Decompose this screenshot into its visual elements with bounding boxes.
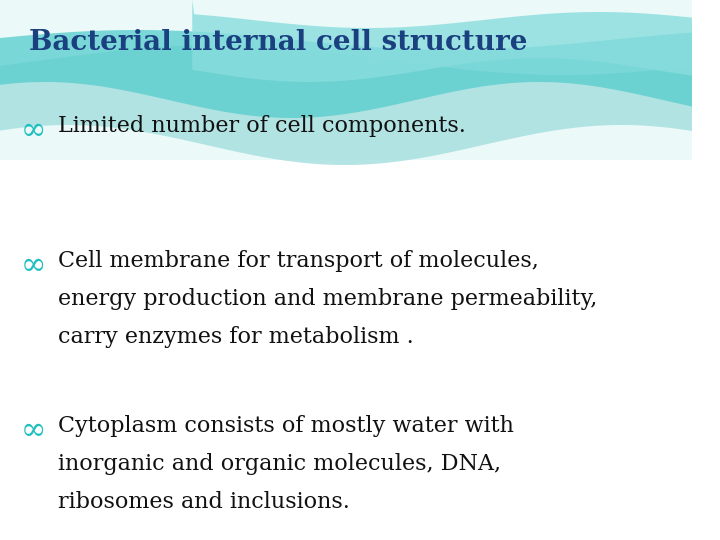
Polygon shape: [0, 0, 692, 118]
Text: carry enzymes for metabolism .: carry enzymes for metabolism .: [58, 326, 413, 348]
Text: ∞: ∞: [21, 415, 47, 446]
Text: ∞: ∞: [21, 115, 47, 146]
Polygon shape: [0, 0, 692, 165]
Polygon shape: [192, 0, 692, 82]
Text: Bacterial internal cell structure: Bacterial internal cell structure: [29, 30, 527, 57]
Text: Cytoplasm consists of mostly water with: Cytoplasm consists of mostly water with: [58, 415, 513, 437]
Text: ∞: ∞: [21, 250, 47, 281]
Text: energy production and membrane permeability,: energy production and membrane permeabil…: [58, 288, 597, 310]
Text: Limited number of cell components.: Limited number of cell components.: [58, 115, 466, 137]
Polygon shape: [0, 0, 692, 160]
Text: inorganic and organic molecules, DNA,: inorganic and organic molecules, DNA,: [58, 453, 501, 475]
Text: Cell membrane for transport of molecules,: Cell membrane for transport of molecules…: [58, 250, 539, 272]
Text: ribosomes and inclusions.: ribosomes and inclusions.: [58, 491, 349, 513]
